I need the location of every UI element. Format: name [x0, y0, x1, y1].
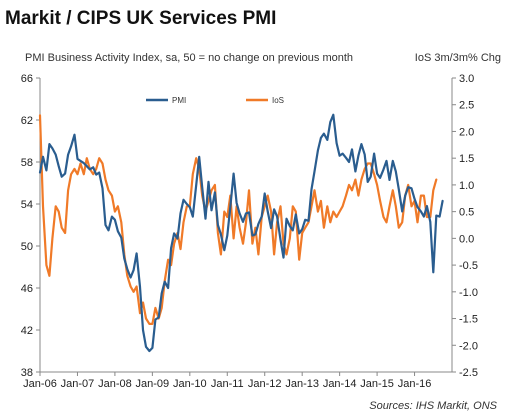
left-tick-label: 38 [21, 367, 33, 379]
x-tick-label: Jan-16 [398, 378, 432, 390]
legend-label-ios: IoS [272, 96, 284, 105]
left-tick-label: 42 [21, 325, 33, 337]
right-tick-label: 0.0 [459, 233, 474, 245]
right-tick-label: 2.5 [459, 100, 474, 112]
legend-label-pmi: PMI [172, 96, 186, 105]
chart-subtitle: PMI Business Activity Index, sa, 50 = no… [25, 52, 354, 64]
right-tick-label: 0.5 [459, 207, 474, 219]
x-tick-label: Jan-14 [323, 378, 357, 390]
x-tick-label: Jan-07 [61, 378, 95, 390]
right-tick-label: 2.0 [459, 126, 474, 138]
left-tick-label: 58 [21, 157, 33, 169]
x-tick-label: Jan-13 [285, 378, 319, 390]
chart-title: Markit / CIPS UK Services PMI [5, 8, 277, 29]
axes: 38 42 46 50 54 58 62 66 -2.5 -2.0 -1.5 -1.0 -0.5 0.0 0… [21, 73, 478, 390]
right-tick-label: -1.5 [459, 314, 478, 326]
x-tick-label: Jan-12 [248, 378, 282, 390]
right-tick-label: -1.0 [459, 287, 478, 299]
x-tick-label: Jan-10 [173, 378, 207, 390]
right-tick-label: 1.5 [459, 153, 474, 165]
x-tick-label: Jan-15 [360, 378, 394, 390]
right-tick-label: 1.0 [459, 180, 474, 192]
right-tick-label: -2.0 [459, 340, 478, 352]
right-tick-label: -0.5 [459, 260, 478, 272]
left-tick-label: 62 [21, 115, 33, 127]
right-tick-label: 3.0 [459, 73, 474, 85]
left-tick-label: 54 [21, 199, 33, 211]
x-tick-label: Jan-11 [211, 378, 244, 390]
left-tick-label: 50 [21, 241, 33, 253]
source-note: Sources: IHS Markit, ONS [369, 400, 497, 412]
series-lines [38, 113, 444, 353]
left-tick-label: 66 [21, 73, 33, 85]
x-tick-label: Jan-09 [136, 378, 170, 390]
left-tick-label: 46 [21, 283, 33, 295]
x-tick-label: Jan-08 [98, 378, 132, 390]
series-line-pmi [38, 113, 444, 353]
series-line-ios [38, 114, 438, 325]
right-axis-label: IoS 3m/3m% Chg [414, 52, 501, 64]
x-tick-label: Jan-06 [23, 378, 57, 390]
legend: PMI IoS [146, 96, 284, 105]
right-tick-label: -2.5 [459, 367, 478, 379]
